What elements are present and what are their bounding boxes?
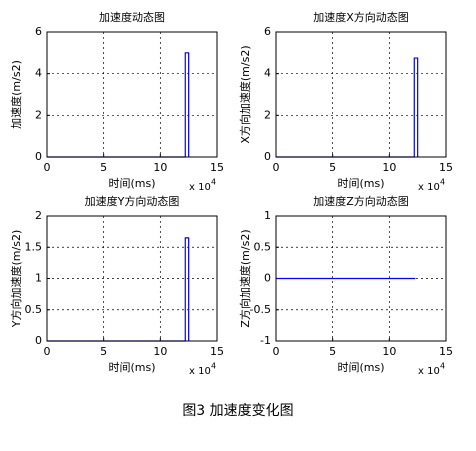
x-tick-label: 10 (382, 345, 396, 358)
x-tick-label: 0 (44, 345, 51, 358)
axes-box (275, 215, 447, 342)
y-axis-label: X方向加速度(m/s2) (238, 45, 252, 143)
x-multiplier: x 10 (189, 366, 211, 377)
y-tick-label: 4 (264, 67, 271, 80)
plot-area (276, 32, 446, 157)
y-tick-label: 0 (264, 272, 271, 285)
y-tick-label: -1 (260, 334, 271, 347)
x-tick-label: 10 (382, 161, 396, 174)
x-tick-label: 15 (210, 345, 224, 358)
x-axis-label: 时间(ms) (337, 361, 384, 374)
x-multiplier-exponent: 4 (211, 178, 216, 187)
x-axis-label: 时间(ms) (337, 177, 384, 190)
y-tick-label: 1 (264, 209, 271, 222)
y-tick-label: 4 (35, 67, 42, 80)
axes-box (46, 215, 218, 342)
subplot-title: 加速度Z方向动态图 (313, 194, 409, 208)
subplot-title: 加速度X方向动态图 (313, 10, 409, 24)
y-tick-label: 0.5 (25, 303, 43, 316)
x-multiplier-exponent: 4 (440, 178, 445, 187)
axes-box (275, 31, 447, 158)
y-axis-label: Z方向加速度(m/s2) (238, 229, 252, 327)
x-tick-label: 5 (100, 161, 107, 174)
x-multiplier-exponent: 4 (211, 362, 216, 371)
x-tick-label: 15 (439, 345, 453, 358)
x-tick-label: 10 (153, 345, 167, 358)
y-tick-label: 0 (264, 150, 271, 163)
x-tick-label: 10 (153, 161, 167, 174)
x-tick-label: 15 (210, 161, 224, 174)
x-tick-label: 15 (439, 161, 453, 174)
y-tick-label: 1.5 (25, 240, 43, 253)
y-axis-label: Y方向加速度(m/s2) (9, 230, 23, 328)
y-tick-label: 0 (35, 334, 42, 347)
y-tick-label: 2 (35, 209, 42, 222)
x-axis-label: 时间(ms) (108, 177, 155, 190)
plot-area (47, 32, 217, 157)
x-tick-label: 0 (273, 161, 280, 174)
x-multiplier-exponent: 4 (440, 362, 445, 371)
x-multiplier: x 10 (189, 182, 211, 193)
x-tick-label: 5 (100, 345, 107, 358)
x-tick-label: 0 (44, 161, 51, 174)
y-tick-label: 1 (35, 272, 42, 285)
y-tick-label: 0 (35, 150, 42, 163)
y-tick-label: 6 (35, 25, 42, 38)
x-tick-label: 5 (329, 345, 336, 358)
y-tick-label: -0.5 (250, 303, 271, 316)
subplot-title: 加速度Y方向动态图 (85, 194, 180, 208)
x-axis-label: 时间(ms) (108, 361, 155, 374)
y-axis-label: 加速度(m/s2) (9, 60, 23, 129)
x-tick-label: 0 (273, 345, 280, 358)
x-tick-label: 5 (329, 161, 336, 174)
y-tick-label: 6 (264, 25, 271, 38)
y-tick-label: 0.5 (254, 240, 272, 253)
y-tick-label: 2 (35, 108, 42, 121)
y-tick-label: 2 (264, 108, 271, 121)
x-multiplier: x 10 (418, 182, 440, 193)
subplot-title: 加速度动态图 (99, 10, 165, 24)
axes-box (46, 31, 218, 158)
x-multiplier: x 10 (418, 366, 440, 377)
caption: 图3 加速度变化图 (182, 403, 293, 419)
